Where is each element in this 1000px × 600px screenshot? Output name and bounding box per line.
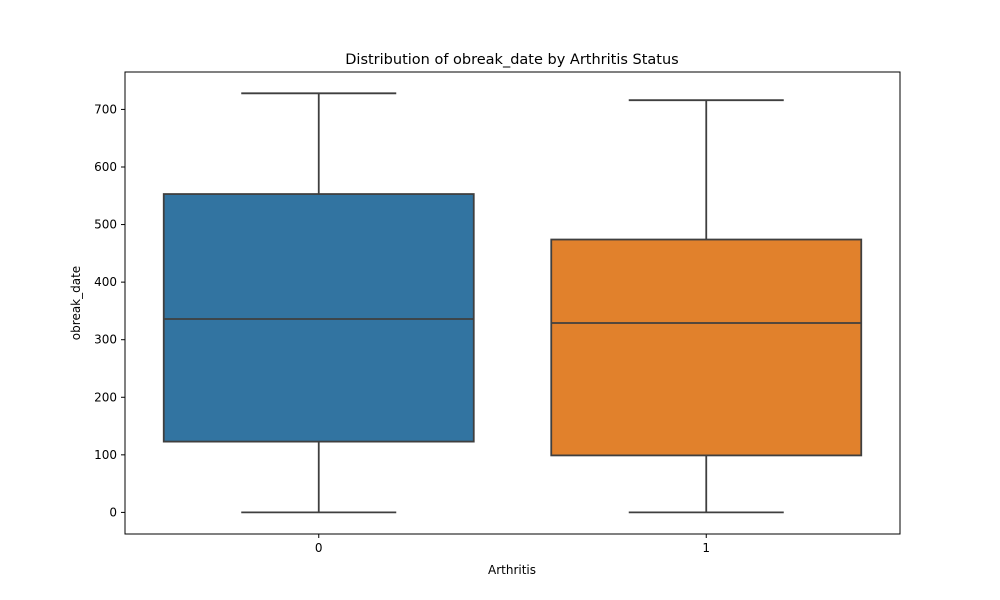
box-group-0 (162, 92, 475, 514)
y-tick-label-700: 700 (94, 102, 117, 116)
y-tick-label-500: 500 (94, 218, 117, 232)
y-axis: 0 100 200 300 400 500 600 700 (94, 102, 125, 519)
chart-title: Distribution of obreak_date by Arthritis… (345, 52, 679, 68)
y-axis-label: obreak_date (69, 266, 83, 340)
y-tick-label-400: 400 (94, 275, 117, 289)
x-axis-label: Arthritis (488, 563, 536, 577)
x-tick-label-1: 1 (702, 541, 710, 555)
y-tick-label-300: 300 (94, 333, 117, 347)
y-tick-label-600: 600 (94, 160, 117, 174)
y-tick-label-200: 200 (94, 390, 117, 404)
box-0 (162, 193, 475, 443)
x-tick-label-0: 0 (315, 541, 323, 555)
y-tick-label-0: 0 (109, 505, 117, 519)
axes-frame (124, 71, 901, 535)
box-group-1 (550, 99, 863, 514)
box-1 (550, 238, 863, 457)
y-tick-label-100: 100 (94, 448, 117, 462)
plot-area (162, 92, 863, 514)
